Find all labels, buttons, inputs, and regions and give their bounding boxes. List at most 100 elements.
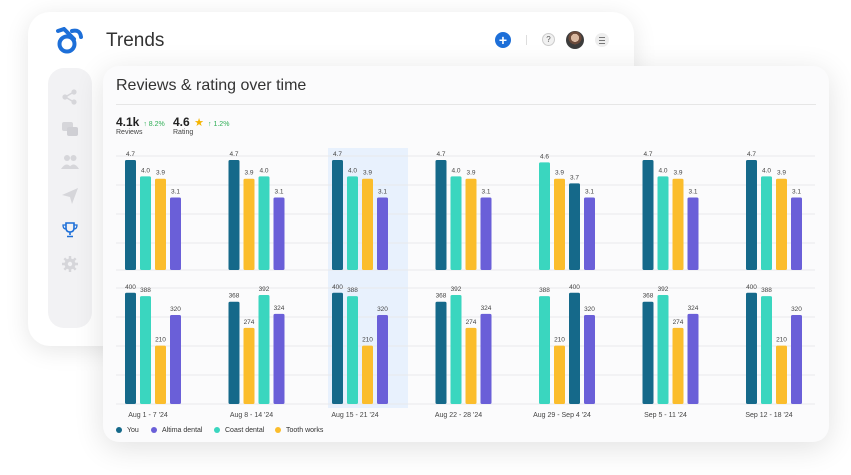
data-label: 388 (761, 287, 772, 294)
bar-rating (657, 176, 669, 270)
bar-reviews (642, 301, 654, 404)
bar-reviews (170, 315, 181, 404)
plus-icon: + (498, 32, 508, 48)
legend-dot (151, 427, 157, 433)
bar-reviews (657, 295, 669, 404)
data-label: 392 (259, 286, 270, 293)
menu-icon-line (599, 37, 605, 38)
bar-reviews (791, 315, 802, 404)
add-button[interactable]: + (495, 32, 511, 48)
users-icon[interactable] (61, 153, 79, 171)
bar-rating (377, 197, 388, 270)
data-label: 4.7 (229, 151, 238, 158)
data-label: 368 (643, 293, 654, 300)
data-label: 4.0 (141, 167, 150, 174)
data-label: 400 (746, 284, 757, 291)
reviews-label: Reviews (116, 129, 143, 136)
menu-icon-line (599, 40, 605, 41)
data-label: 368 (229, 293, 240, 300)
help-button[interactable]: ? (542, 33, 555, 46)
bar-reviews (140, 296, 151, 404)
x-tick-label: Sep 5 - 11 '24 (644, 412, 687, 419)
reviews-value: 4.1k (116, 115, 140, 129)
card-divider (116, 104, 816, 105)
bar-reviews (554, 345, 565, 404)
data-label: 400 (569, 284, 580, 291)
x-tick-label: Aug 15 - 21 '24 (331, 412, 378, 419)
data-label: 320 (791, 306, 802, 313)
data-label: 3.9 (777, 170, 786, 177)
data-label: 388 (140, 287, 151, 294)
bar-rating (569, 183, 580, 270)
data-label: 3.1 (792, 188, 801, 195)
data-label: 324 (274, 305, 285, 312)
data-label: 4.0 (658, 167, 667, 174)
data-label: 3.1 (688, 188, 697, 195)
bar-rating (480, 197, 492, 270)
bar-rating (435, 160, 447, 270)
bar-reviews (584, 315, 595, 404)
chat-icon[interactable] (61, 120, 79, 138)
data-label: 4.0 (259, 167, 268, 174)
data-label: 3.9 (156, 170, 165, 177)
rating-value: 4.6 (173, 115, 190, 129)
bar-rating (273, 197, 285, 270)
bar-rating (450, 176, 462, 270)
x-tick-label: Aug 8 - 14 '24 (230, 412, 273, 419)
data-label: 320 (170, 306, 181, 313)
data-label: 3.9 (466, 170, 475, 177)
rating-metric: 4.6 ★ ↑ 1.2% Rating (173, 113, 230, 136)
bar-reviews (377, 315, 388, 404)
bar-reviews (347, 296, 358, 404)
data-label: 400 (332, 284, 343, 291)
data-label: 274 (673, 319, 684, 326)
header-divider (526, 35, 527, 45)
bar-rating (155, 178, 166, 270)
bar-rating (776, 178, 787, 270)
menu-button[interactable] (595, 33, 609, 47)
bar-reviews (435, 301, 447, 404)
avatar[interactable] (566, 31, 584, 49)
sidebar (48, 68, 92, 328)
bar-rating (170, 197, 181, 270)
data-label: 210 (776, 337, 787, 344)
bar-rating (228, 160, 240, 270)
bar-rating (347, 176, 358, 270)
x-tick-label: Aug 22 - 28 '24 (435, 412, 482, 419)
data-label: 4.0 (348, 167, 357, 174)
bar-reviews (465, 327, 477, 404)
data-label: 388 (539, 287, 550, 294)
data-label: 392 (451, 286, 462, 293)
data-label: 4.7 (126, 151, 135, 158)
bar-reviews (243, 327, 255, 404)
data-label: 210 (554, 337, 565, 344)
data-label: 274 (244, 319, 255, 326)
send-icon[interactable] (61, 187, 79, 205)
data-label: 3.1 (378, 188, 387, 195)
bar-rating (791, 197, 802, 270)
data-label: 274 (466, 319, 477, 326)
flow-icon[interactable] (61, 88, 79, 106)
x-tick-label: Sep 12 - 18 '24 (745, 412, 792, 419)
bar-reviews (687, 313, 699, 404)
help-icon: ? (546, 35, 551, 44)
legend-label: Tooth works (286, 426, 324, 434)
x-tick-label: Aug 29 - Sep 4 '24 (533, 412, 591, 419)
trophy-icon[interactable] (61, 221, 79, 239)
legend-item-you: You (116, 425, 139, 435)
rating-label: Rating (173, 129, 194, 136)
data-label: 392 (658, 286, 669, 293)
reviews-metric: 4.1k ↑ 8.2% Reviews (116, 113, 165, 136)
bar-reviews (539, 296, 550, 404)
bar-reviews (569, 292, 580, 404)
data-label: 368 (436, 293, 447, 300)
bar-rating (465, 178, 477, 270)
gear-icon[interactable] (61, 255, 79, 273)
rating-change: ↑ 1.2% (208, 121, 230, 128)
data-label: 4.7 (643, 151, 652, 158)
data-label: 3.9 (244, 170, 253, 177)
app-title: Trends (106, 30, 165, 51)
bar-reviews (776, 345, 787, 404)
legend-label: Coast dental (225, 426, 265, 434)
